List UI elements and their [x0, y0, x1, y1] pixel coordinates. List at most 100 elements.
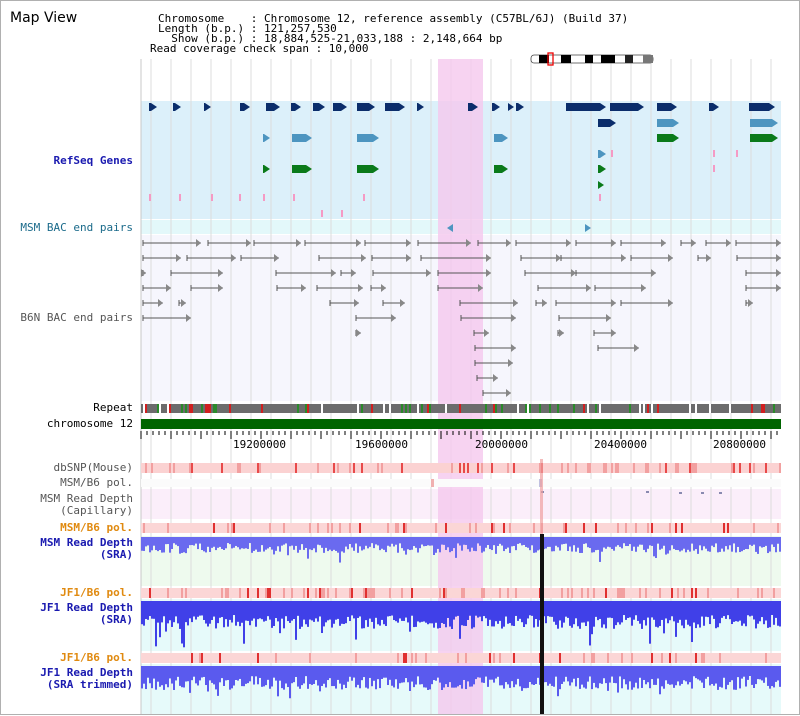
- read-depth-bar: [179, 537, 181, 554]
- track-label-msm-read-depth-cap[interactable]: MSM Read Depth (Capillary): [40, 492, 133, 517]
- pol-heat-cell: [485, 653, 487, 663]
- track-label-msm-read-depth-sra[interactable]: MSM Read Depth (SRA): [40, 536, 133, 561]
- read-depth-bar: [597, 666, 599, 689]
- read-depth-bar: [265, 537, 267, 550]
- read-depth-bar: [773, 666, 775, 688]
- bac-end-arrow: [559, 329, 564, 337]
- track-label-msm-b6-pol-a[interactable]: MSM/B6 pol.: [60, 476, 133, 489]
- pol-heat-cell: [733, 588, 735, 598]
- pol-heat-cell: [181, 588, 183, 598]
- pol-heat-cell: [729, 523, 731, 533]
- read-depth-bar: [341, 601, 343, 624]
- pol-heat-cell: [349, 523, 351, 533]
- repeat-segment: [635, 404, 637, 413]
- pol-heat-cell: [629, 588, 631, 598]
- read-depth-bar: [441, 666, 443, 690]
- pol-heat-cell: [347, 463, 349, 473]
- repeat-segment: [287, 404, 289, 413]
- pol-heat-cell: [309, 653, 311, 663]
- pol-heat-cell: [251, 463, 253, 473]
- pol-heat-cell: [499, 523, 501, 533]
- pol-heat-cell: [645, 588, 647, 598]
- pol-heat-cell: [317, 523, 319, 533]
- pol-heat-cell: [345, 588, 347, 598]
- read-depth-bar: [657, 537, 659, 544]
- track-label-jf1-read-depth-sra[interactable]: JF1 Read Depth (SRA): [40, 601, 133, 626]
- pol-heat-cell: [341, 588, 343, 598]
- repeat-segment: [731, 404, 733, 413]
- repeat-segment: [627, 404, 629, 413]
- read-depth-bar: [221, 666, 223, 679]
- read-depth-bar: [283, 601, 285, 629]
- pol-heat-cell: [437, 463, 439, 473]
- track-label-b6n-bac[interactable]: B6N BAC end pairs: [20, 311, 133, 324]
- read-depth-bar: [429, 537, 431, 546]
- track-label-msm-bac[interactable]: MSM BAC end pairs: [20, 221, 133, 234]
- read-depth-bar: [529, 666, 531, 683]
- pol-heat-cell: [345, 463, 347, 473]
- read-depth-bar: [753, 537, 755, 545]
- read-depth-bar: [553, 601, 555, 622]
- read-depth-bar: [585, 666, 587, 689]
- repeat-segment: [251, 404, 253, 413]
- pol-heat-cell: [357, 653, 359, 663]
- repeat-segment: [269, 404, 271, 413]
- read-depth-bar: [575, 666, 577, 687]
- pol-heat-cell: [269, 523, 271, 533]
- read-depth-bar: [305, 537, 307, 548]
- pol-heat-cell: [559, 463, 561, 473]
- pol-heat-cell: [583, 523, 585, 533]
- read-depth-bar: [379, 537, 381, 551]
- pol-heat-cell: [185, 463, 187, 473]
- pol-heat-cell: [519, 653, 521, 663]
- pol-heat-cell: [693, 653, 695, 663]
- track-label-jf1-read-depth-trim[interactable]: JF1 Read Depth (SRA trimmed): [40, 666, 133, 691]
- pol-heat-cell: [387, 523, 389, 533]
- track-label-jf1-b6-pol-a[interactable]: JF1/B6 pol.: [60, 586, 133, 599]
- read-depth-bar: [209, 601, 211, 624]
- repeat-segment: [689, 404, 691, 413]
- pol-heat-cell: [455, 588, 457, 598]
- pol-heat-cell: [443, 463, 445, 473]
- pol-heat-cell: [189, 588, 191, 598]
- repeat-segment: [229, 404, 231, 413]
- pol-heat-cell: [487, 463, 489, 473]
- track-label-refseq[interactable]: RefSeq Genes: [53, 154, 133, 167]
- pol-heat-cell: [507, 523, 509, 533]
- bac-end-arrow: [566, 239, 571, 247]
- track-label-jf1-b6-pol-b[interactable]: JF1/B6 pol.: [60, 651, 133, 664]
- pol-heat-cell: [335, 588, 337, 598]
- track-label-msm-b6-pol-b[interactable]: MSM/B6 pol.: [60, 521, 133, 534]
- utr-mark: [363, 194, 365, 201]
- read-depth-bar: [771, 537, 773, 545]
- track-label-dbsnp[interactable]: dbSNP(Mouse): [53, 461, 133, 474]
- pol-heat-cell: [563, 523, 565, 533]
- read-depth-bar: [187, 601, 189, 626]
- pol-heat-cell: [629, 523, 631, 533]
- read-depth-bar: [323, 537, 325, 553]
- repeat-segment: [155, 404, 157, 413]
- read-depth-bar: [647, 537, 649, 549]
- read-depth-bar: [699, 537, 701, 546]
- repeat-segment: [473, 404, 475, 413]
- pol-heat-cell: [323, 653, 325, 663]
- read-depth-bar: [391, 601, 393, 616]
- read-depth-bar: [443, 537, 445, 545]
- read-depth-bar: [195, 601, 197, 620]
- repeat-segment: [561, 404, 563, 413]
- pol-heat-cell: [401, 653, 403, 663]
- pol-heat-cell: [415, 523, 417, 533]
- pol-heat-cell: [173, 523, 175, 533]
- gene-arrow: [173, 103, 181, 111]
- pol-heat-cell: [549, 653, 551, 663]
- read-depth-bar: [287, 601, 289, 622]
- pol-heat-cell: [425, 463, 427, 473]
- pol-heat-cell: [307, 463, 309, 473]
- read-depth-bar: [263, 537, 265, 552]
- pol-heat-cell: [189, 653, 191, 663]
- pol-heat-cell: [711, 588, 713, 598]
- pol-heat-cell: [481, 463, 483, 473]
- pol-heat-cell: [293, 588, 295, 598]
- pol-heat-cell: [247, 588, 249, 598]
